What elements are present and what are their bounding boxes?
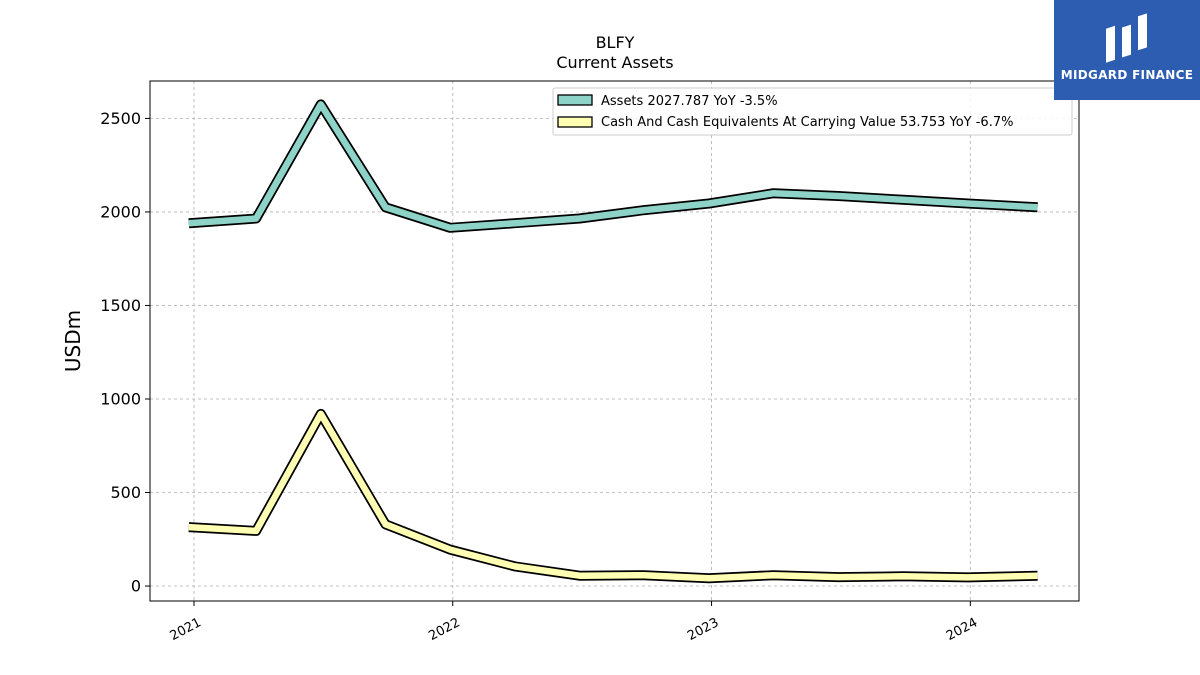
x-axis: 2021 2022 2023 2024 <box>168 601 980 644</box>
legend-swatch-cash <box>557 116 593 128</box>
y-tick-label: 1000 <box>100 389 141 408</box>
series-line-outline-1 <box>188 408 1038 584</box>
series-line-0 <box>188 101 1038 232</box>
y-tick-label: 0 <box>131 577 141 596</box>
logo-mark-icon <box>1106 13 1147 63</box>
x-tick-label: 2023 <box>685 615 721 644</box>
legend-swatch-assets <box>557 94 593 106</box>
series-line-1 <box>188 410 1038 582</box>
legend-entry-cash: Cash And Cash Equivalents At Carrying Va… <box>601 115 1013 130</box>
plot-frame <box>149 80 1080 602</box>
y-axis-label: USDm <box>61 310 85 372</box>
chart-subtitle: Current Assets <box>556 53 673 72</box>
y-tick-label: 500 <box>110 483 141 502</box>
chart-title: BLFY <box>596 33 635 52</box>
x-tick-label: 2021 <box>168 615 204 644</box>
y-tick-label: 1500 <box>100 296 141 315</box>
y-tick-label: 2000 <box>100 202 141 221</box>
y-tick-label: 2500 <box>100 109 141 128</box>
x-tick-label: 2022 <box>426 615 462 644</box>
legend-frame <box>552 87 1073 136</box>
legend-entry-assets: Assets 2027.787 YoY -3.5% <box>601 94 778 109</box>
brand-logo: MIDGARD FINANCE <box>1054 0 1200 100</box>
brand-name: MIDGARD FINANCE <box>1060 68 1194 82</box>
y-axis: 0 500 1000 1500 2000 2500 <box>100 109 150 596</box>
x-tick-label: 2024 <box>944 615 980 644</box>
series-layer <box>188 99 1038 584</box>
legend: Assets 2027.787 YoY -3.5% Cash And Cash … <box>552 87 1073 136</box>
